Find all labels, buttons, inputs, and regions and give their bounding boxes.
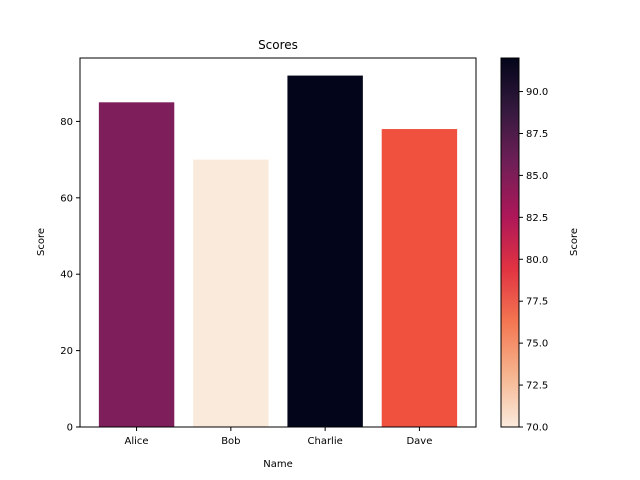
x-tick-label: Alice	[125, 436, 149, 447]
chart-title: Scores	[258, 38, 298, 52]
x-tick-label: Charlie	[308, 436, 343, 447]
colorbar-tick-label: 75.0	[526, 339, 548, 350]
y-tick-label: 80	[60, 117, 73, 128]
colorbar-label: Score	[569, 228, 580, 256]
colorbar-tick-label: 80.0	[526, 255, 548, 266]
colorbar-tick-label: 90.0	[526, 87, 548, 98]
bar-dave	[381, 129, 458, 427]
y-axis-ticks: 0 20 40 60 80	[60, 117, 80, 434]
y-tick-label: 40	[60, 270, 73, 281]
x-tick-label: Dave	[406, 436, 432, 447]
y-axis-label: Score	[36, 228, 47, 256]
colorbar-gradient	[501, 58, 519, 427]
bar-bob	[193, 159, 269, 427]
y-tick-label: 60	[60, 193, 73, 204]
x-axis-ticks: Alice Bob Charlie Dave	[125, 427, 432, 447]
colorbar-frame	[500, 57, 520, 428]
colorbar-tick-label: 85.0	[526, 171, 548, 182]
x-axis-label: Name	[263, 459, 293, 470]
bar-charlie	[287, 75, 363, 428]
colorbar: 70.0 72.5 75.0 77.5 80.0 82.5 85.0 87.5 90.0 Sco…	[500, 57, 580, 434]
colorbar-tick-label: 70.0	[526, 423, 548, 434]
colorbar-tick-label: 77.5	[526, 297, 548, 308]
plot-frame	[79, 57, 477, 428]
bars-group	[98, 75, 458, 428]
y-tick-label: 20	[60, 346, 73, 357]
colorbar-tick-label: 82.5	[526, 213, 548, 224]
colorbar-tick-label: 72.5	[526, 381, 548, 392]
x-tick-label: Bob	[221, 436, 240, 447]
y-tick-label: 0	[67, 423, 73, 434]
colorbar-tick-label: 87.5	[526, 129, 548, 140]
bar-alice	[98, 102, 175, 428]
colorbar-ticks: 70.0 72.5 75.0 77.5 80.0 82.5 85.0 87.5 90.0	[519, 87, 548, 434]
